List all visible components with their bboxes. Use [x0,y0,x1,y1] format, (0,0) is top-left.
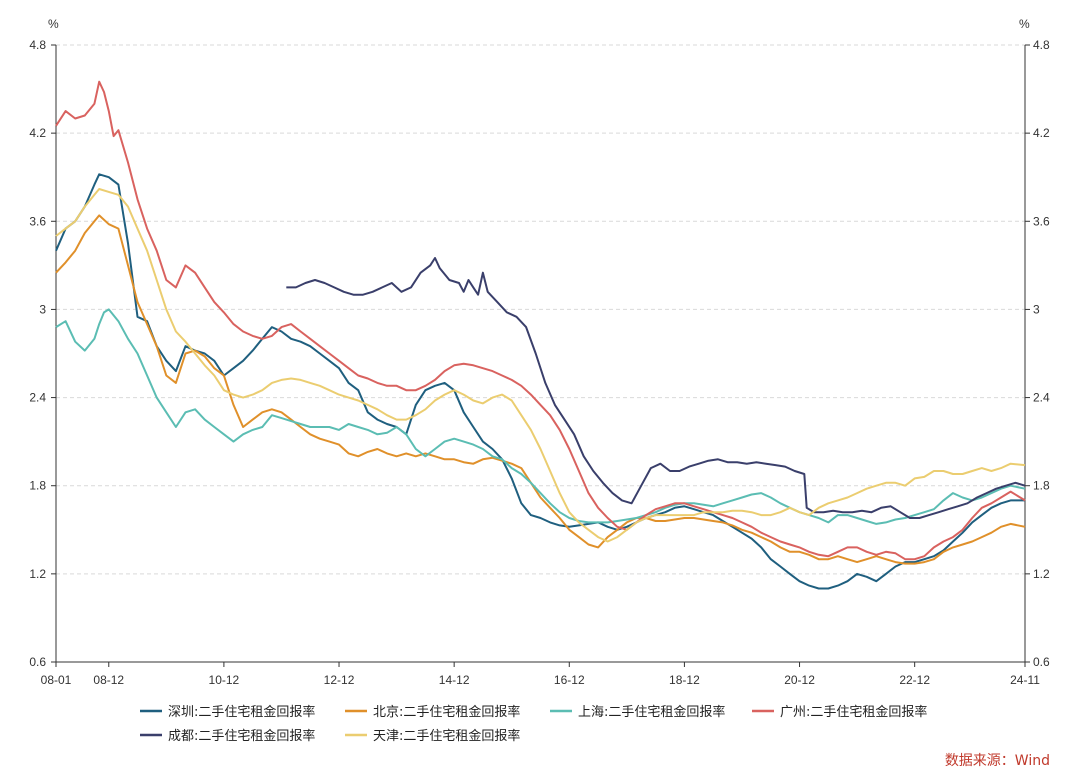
legend-label-1: 北京:二手住宅租金回报率 [373,704,520,720]
x-tick-label: 16-12 [554,673,585,687]
y-axis-right-ticks: 0.6 1.2 1.8 2.4 3 3.6 4.2 4.8 [1025,38,1050,669]
y-tick-label-left: 0.6 [29,655,46,669]
y-tick-label-right: 3.6 [1033,214,1050,228]
y-tick-label-left: 3 [39,302,46,316]
x-axis-ticks: 08-01 08-12 10-12 12-12 14-12 16-12 18-12 20-12… [41,662,1040,687]
legend-label-0: 深圳:二手住宅租金回报率 [168,704,315,720]
x-tick-label: 20-12 [784,673,815,687]
series-line-1 [55,214,1026,565]
legend-label-3: 广州:二手住宅租金回报率 [780,704,927,720]
y-tick-label-right: 3 [1033,302,1040,316]
y-tick-label-right: 4.8 [1033,38,1050,52]
y-tick-label-left: 2.4 [29,391,46,405]
y-tick-label-right: 4.2 [1033,126,1050,140]
x-tick-label: 24-11 [1010,673,1040,687]
x-tick-label: 18-12 [669,673,700,687]
y-axis-right-unit: % [1019,17,1030,31]
y-tick-label-left: 4.8 [29,38,46,52]
y-tick-label-right: 1.8 [1033,479,1050,493]
y-tick-label-left: 1.2 [29,567,46,581]
legend-label-4: 成都:二手住宅租金回报率 [168,728,315,744]
y-tick-label-right: 0.6 [1033,655,1050,669]
y-tick-label-right: 1.2 [1033,567,1050,581]
legend-label-2: 上海:二手住宅租金回报率 [578,704,725,720]
legend-label-5: 天津:二手住宅租金回报率 [373,728,520,744]
y-tick-label-right: 2.4 [1033,391,1050,405]
x-tick-label: 12-12 [324,673,355,687]
series-line-4 [286,257,1026,519]
series-line-2 [55,308,1026,525]
series-lines [55,80,1026,590]
y-axis-left-ticks: 0.6 1.2 1.8 2.4 3 3.6 4.2 4.8 [29,38,56,669]
x-tick-label: 22-12 [899,673,930,687]
y-tick-label-left: 4.2 [29,126,46,140]
legend: 深圳:二手住宅租金回报率 北京:二手住宅租金回报率 上海:二手住宅租金回报率 广州:二… [140,704,927,744]
x-tick-label: 08-12 [93,673,124,687]
series-line-5 [55,188,1026,543]
y-axis-left-unit: % [48,17,59,31]
x-tick-label: 10-12 [209,673,240,687]
axes [55,45,1026,663]
x-tick-label: 08-01 [41,673,72,687]
series-line-0 [55,173,1025,590]
y-tick-label-left: 1.8 [29,479,46,493]
y-tick-label-left: 3.6 [29,214,46,228]
source-note: 数据来源：Wind [944,753,1050,769]
gridlines [56,44,1025,575]
series-line-3 [55,80,1026,561]
x-tick-label: 14-12 [439,673,470,687]
